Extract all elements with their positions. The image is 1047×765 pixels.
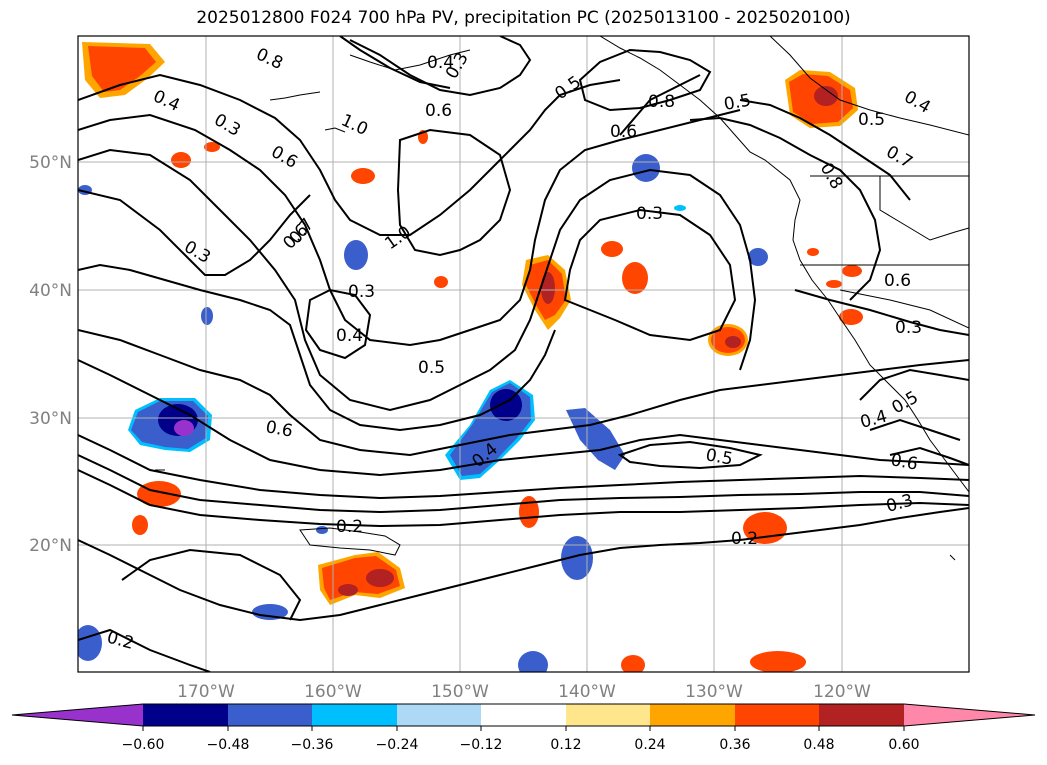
lat-label: 20°N (29, 536, 72, 556)
lat-label: 40°N (29, 281, 72, 301)
colorbar-tick-label: 0.24 (634, 737, 665, 753)
colorbar-tick-label: −0.12 (460, 737, 503, 753)
lon-label: 160°W (304, 682, 362, 702)
lon-label: 120°W (813, 682, 871, 702)
contour-label: 0.2 (731, 529, 758, 549)
lat-label: 50°N (29, 153, 72, 173)
colorbar-tick-label: −0.36 (291, 737, 334, 753)
precip-shading (78, 42, 863, 672)
colorbar-segment (735, 704, 819, 726)
colorbar-segment (819, 704, 904, 726)
colorbar-segment (481, 704, 566, 726)
contour-label: 0.4 (427, 53, 454, 73)
colorbar-segment (312, 704, 397, 726)
lon-label: 130°W (685, 682, 743, 702)
colorbar-tick-label: 0.36 (719, 737, 750, 753)
colorbar-segment (12, 704, 143, 726)
map-frame (77, 35, 970, 673)
colorbar-tick-label: −0.24 (376, 737, 419, 753)
contour-label: 0.6 (264, 417, 294, 441)
contour-label: 0.6 (425, 101, 452, 121)
colorbar-segment (397, 704, 481, 726)
colorbar: −0.60 −0.48 −0.36 −0.24 −0.12 0.12 0.24 … (11, 703, 1036, 753)
lon-labels: 170°W 160°W 150°W 140°W 130°W 120°W (177, 682, 871, 702)
coastlines (155, 36, 969, 561)
contour-label: 0.8 (648, 92, 675, 112)
pv-contours (78, 36, 969, 672)
colorbar-segment (143, 704, 228, 726)
contour-label: 0.6 (610, 122, 637, 142)
lon-label: 140°W (558, 682, 616, 702)
colorbar-tick-label: −0.48 (207, 737, 250, 753)
lat-label: 30°N (29, 409, 72, 429)
contour-label: 0.6 (884, 271, 911, 291)
colorbar-tick-label: 0.12 (550, 737, 581, 753)
contour-label: 0.6 (889, 450, 919, 474)
contour-label: 0.4 (336, 326, 363, 346)
gridlines (78, 36, 969, 672)
contour-label: 0.3 (348, 282, 375, 302)
colorbar-tick-label: 0.60 (888, 737, 919, 753)
contour-label: 0.5 (722, 91, 752, 115)
map-panel: 0.8 0.4 0.4 0.3 0.3 0.5 0.6 1.0 0.6 0.8 … (78, 36, 969, 672)
colorbar-tick-label: 0.48 (803, 737, 834, 753)
colorbar-segment (566, 704, 650, 726)
contour-label: 0.3 (636, 204, 663, 224)
lon-label: 170°W (177, 682, 235, 702)
map-title: 2025012800 F024 700 hPa PV, precipitatio… (196, 8, 851, 28)
contour-label: 0.5 (858, 110, 885, 130)
lat-labels: 50°N 40°N 30°N 20°N (29, 153, 72, 556)
contour-label: 0.5 (704, 445, 734, 469)
contour-label: 0.2 (336, 517, 363, 537)
contour-label: 0.5 (418, 358, 445, 378)
colorbar-segment (228, 704, 312, 726)
colorbar-tick-label: −0.60 (122, 737, 165, 753)
contour-label: 0.3 (895, 318, 922, 338)
colorbar-segment (904, 704, 1035, 726)
lon-label: 150°W (431, 682, 489, 702)
colorbar-segment (650, 704, 735, 726)
